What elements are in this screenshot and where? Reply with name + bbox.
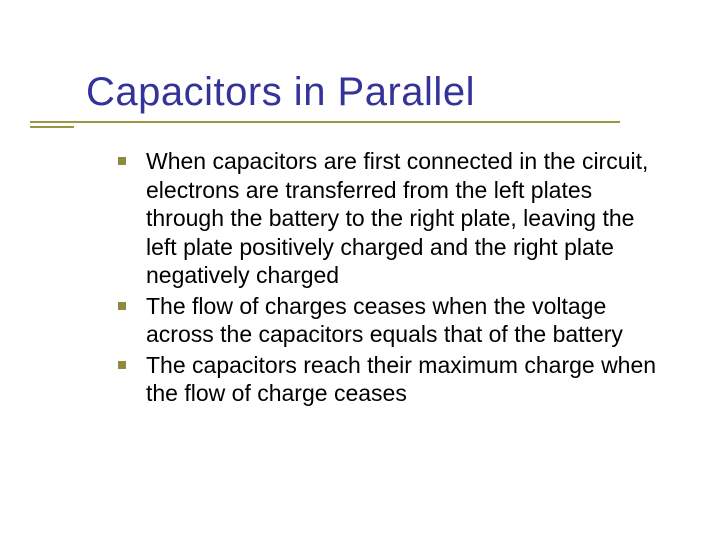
list-item: When capacitors are first connected in t…	[118, 147, 660, 290]
list-item: The capacitors reach their maximum charg…	[118, 351, 660, 408]
square-bullet-icon	[118, 157, 126, 165]
rule-long	[30, 121, 620, 123]
square-bullet-icon	[118, 302, 126, 310]
bullet-text: The flow of charges ceases when the volt…	[146, 293, 623, 348]
title-underline	[30, 121, 660, 127]
slide-container: Capacitors in Parallel When capacitors a…	[0, 0, 720, 540]
bullet-text: The capacitors reach their maximum charg…	[146, 352, 656, 407]
rule-short	[30, 126, 74, 128]
slide-title: Capacitors in Parallel	[86, 70, 660, 115]
list-item: The flow of charges ceases when the volt…	[118, 292, 660, 349]
bullet-list: When capacitors are first connected in t…	[90, 147, 660, 408]
bullet-text: When capacitors are first connected in t…	[146, 148, 648, 288]
square-bullet-icon	[118, 361, 126, 369]
